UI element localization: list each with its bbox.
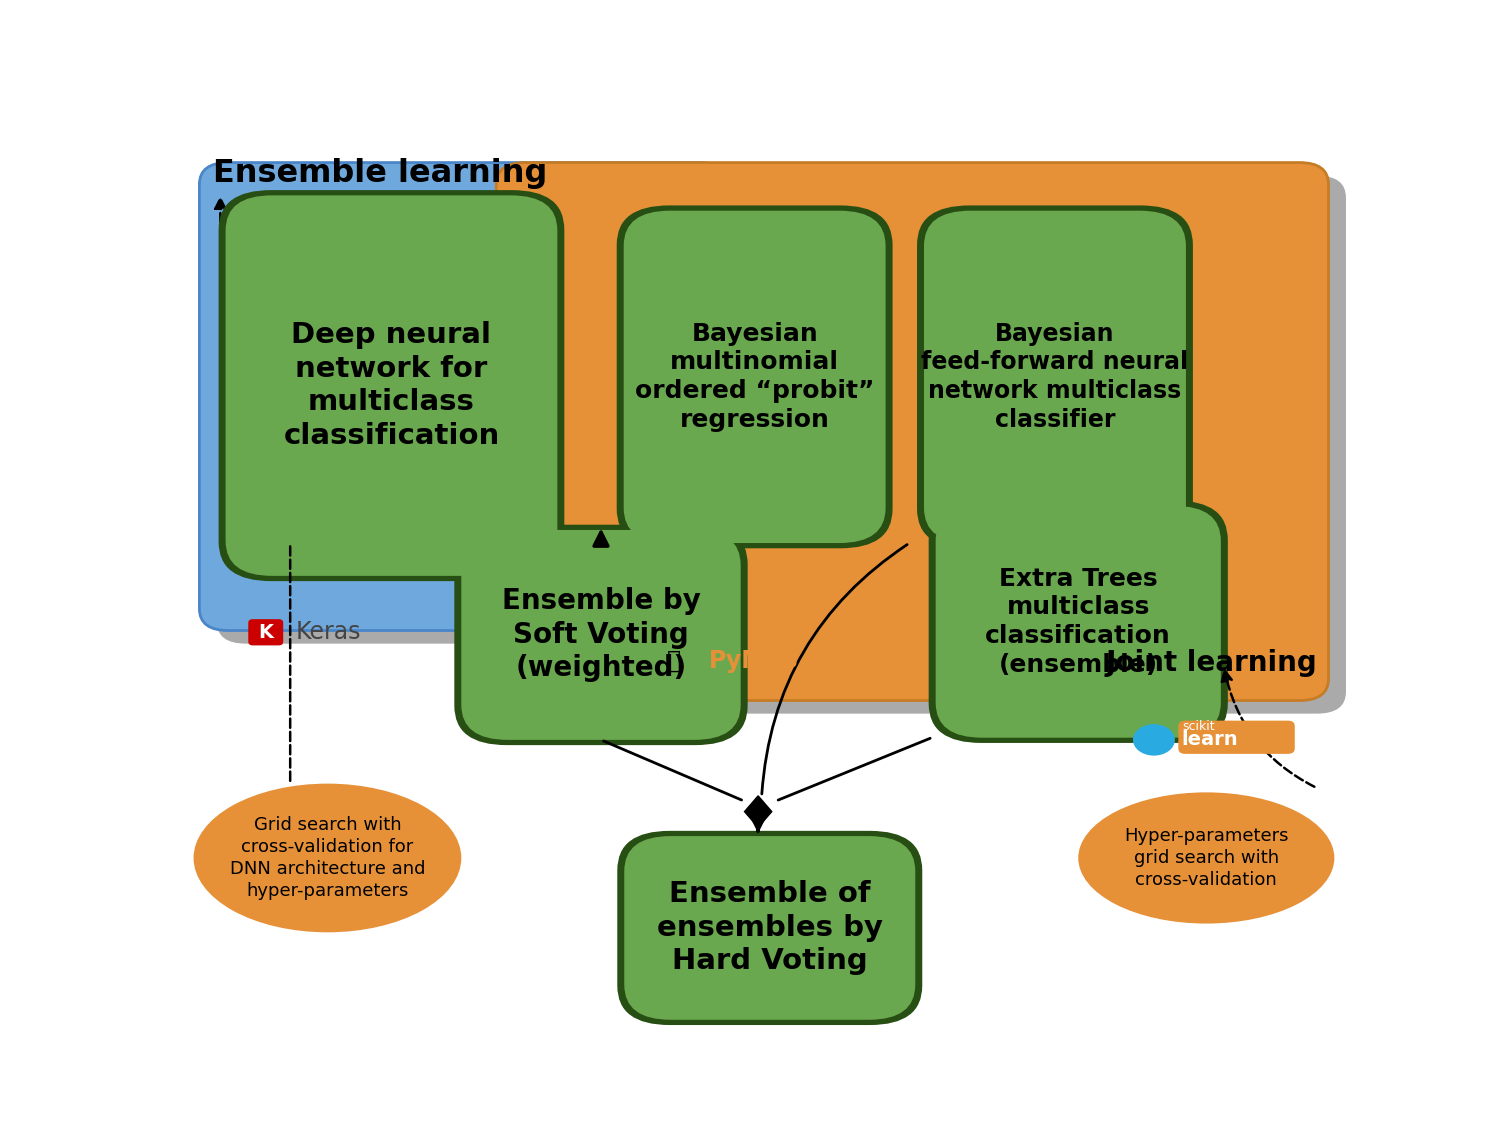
FancyBboxPatch shape: [514, 176, 1346, 713]
FancyArrowPatch shape: [751, 816, 765, 830]
Polygon shape: [745, 796, 772, 827]
Text: Hyper-parameters
grid search with
cross-validation: Hyper-parameters grid search with cross-…: [1123, 827, 1289, 889]
Text: 🚀: 🚀: [667, 649, 682, 674]
FancyBboxPatch shape: [248, 619, 284, 645]
FancyBboxPatch shape: [625, 836, 915, 1020]
Ellipse shape: [194, 784, 461, 933]
Text: Joint learning: Joint learning: [1105, 649, 1317, 677]
Text: Ensemble of
ensembles by
Hard Voting: Ensemble of ensembles by Hard Voting: [656, 880, 883, 976]
FancyBboxPatch shape: [936, 506, 1221, 737]
FancyBboxPatch shape: [617, 830, 922, 1025]
FancyArrowPatch shape: [604, 741, 742, 800]
FancyBboxPatch shape: [928, 501, 1227, 743]
FancyBboxPatch shape: [496, 162, 1329, 701]
Text: Bayesian
feed-forward neural
network multiclass
classifier: Bayesian feed-forward neural network mul…: [921, 321, 1188, 432]
Text: Deep neural
network for
multiclass
classification: Deep neural network for multiclass class…: [284, 321, 500, 450]
FancyArrowPatch shape: [595, 533, 608, 546]
Text: Grid search with
cross-validation for
DNN architecture and
hyper-parameters: Grid search with cross-validation for DN…: [230, 816, 425, 900]
Text: Bayesian
multinomial
ordered “probit”
regression: Bayesian multinomial ordered “probit” re…: [635, 321, 874, 432]
Text: PyMC3: PyMC3: [709, 649, 799, 674]
Text: Ensemble by
Soft Voting
(weighted): Ensemble by Soft Voting (weighted): [502, 587, 700, 683]
Circle shape: [1133, 724, 1175, 755]
Text: Ensemble learning: Ensemble learning: [213, 158, 548, 190]
FancyArrowPatch shape: [1223, 671, 1314, 787]
FancyBboxPatch shape: [623, 210, 886, 543]
Text: learn: learn: [1182, 729, 1239, 749]
FancyBboxPatch shape: [454, 525, 748, 745]
Text: K: K: [258, 623, 273, 642]
FancyBboxPatch shape: [918, 206, 1193, 549]
FancyArrowPatch shape: [762, 544, 907, 794]
FancyArrowPatch shape: [778, 738, 930, 800]
Ellipse shape: [1078, 793, 1334, 924]
FancyBboxPatch shape: [924, 210, 1187, 543]
FancyBboxPatch shape: [1179, 720, 1295, 754]
FancyBboxPatch shape: [225, 195, 557, 576]
FancyBboxPatch shape: [461, 529, 740, 740]
Text: Extra Trees
multiclass
classification
(ensemble): Extra Trees multiclass classification (e…: [985, 567, 1172, 677]
Text: scikit: scikit: [1182, 720, 1215, 733]
FancyBboxPatch shape: [200, 162, 728, 630]
Text: Keras: Keras: [296, 620, 362, 644]
FancyBboxPatch shape: [617, 206, 892, 549]
FancyBboxPatch shape: [219, 190, 565, 582]
FancyBboxPatch shape: [216, 176, 746, 644]
